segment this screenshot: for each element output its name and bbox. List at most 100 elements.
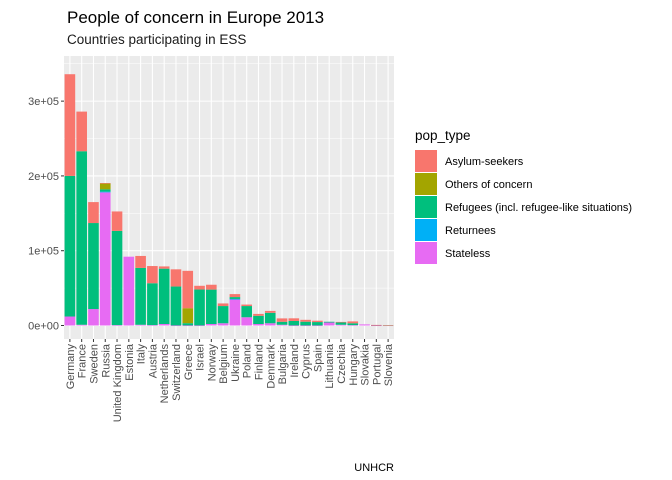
legend-label: Returnees [445, 225, 496, 237]
bar-segment-austria-refugees [147, 283, 158, 326]
bar-segment-ireland-asylum-seekers [288, 318, 300, 321]
bar-segment-israel-stateless [194, 325, 205, 327]
bar-segment-united-kingdom-refugees [111, 230, 123, 326]
bar-segment-israel-refugees [194, 289, 205, 326]
bar-segment-spain-stateless [312, 325, 323, 327]
bar-segment-united-kingdom-asylum-seekers [111, 211, 123, 231]
x-tick-label: Norway [206, 344, 218, 382]
bar-segment-norway-refugees [206, 289, 217, 324]
y-tick-label: 3e+05 [28, 96, 59, 108]
x-tick-label: Spain [312, 344, 324, 372]
bar-segment-france-asylum-seekers [76, 111, 87, 152]
bar-segment-austria-asylum-seekers [147, 266, 158, 284]
x-tick-label: Ireland [289, 344, 301, 378]
x-tick-label: France [77, 344, 89, 378]
bar-segment-france-refugees [76, 151, 87, 325]
bar-segment-switzerland-stateless [170, 325, 182, 327]
bar-segment-hungary-asylum-seekers [347, 321, 359, 324]
bar-segment-france-stateless [76, 324, 87, 326]
bar-segment-russia-others [99, 183, 111, 190]
x-tick-label: Israel [195, 344, 207, 371]
legend-swatch [415, 219, 437, 241]
x-tick-label: Portugal [371, 344, 383, 385]
bar-segment-italy-refugees [135, 267, 146, 325]
bar-segment-hungary-refugees [347, 323, 359, 326]
bar-segment-norway-stateless [206, 324, 217, 326]
bar-segment-bulgaria-asylum-seekers [276, 318, 288, 322]
bar-segment-bulgaria-refugees [276, 321, 288, 325]
bar-segment-greece-stateless [182, 325, 194, 327]
bar-segment-denmark-stateless [264, 323, 276, 326]
bar-segment-italy-asylum-seekers [135, 255, 146, 268]
y-tick-label: 1e+05 [28, 246, 59, 258]
x-tick-label: Austria [147, 343, 159, 378]
legend-swatch [415, 196, 437, 218]
x-tick-label: Bulgaria [277, 343, 289, 384]
bar-segment-russia-returnees [99, 191, 111, 193]
bar-segment-denmark-asylum-seekers [264, 310, 276, 313]
bar-segment-netherlands-stateless [158, 324, 170, 326]
x-tick-label: Germany [65, 344, 77, 390]
bar-segment-cyprus-asylum-seekers [300, 319, 311, 322]
bar-segment-germany-asylum-seekers [64, 74, 76, 176]
bar-segment-greece-refugees [182, 323, 194, 326]
chart-caption: UNHCR [354, 462, 394, 474]
legend-label: Refugees (incl. refugee-like situations) [445, 202, 632, 214]
legend: pop_type Asylum-seekers Others of concern… [415, 128, 632, 264]
bar-segment-poland-asylum-seekers [241, 304, 252, 307]
bar-segment-czechia-stateless [335, 324, 347, 326]
bar-segment-lithuania-refugees [323, 321, 335, 323]
bar-segment-sweden-asylum-seekers [88, 202, 99, 224]
bar-segment-united-kingdom-stateless [111, 325, 123, 326]
bar-segment-estonia-stateless [123, 256, 135, 326]
bar-segment-germany-stateless [64, 316, 76, 326]
bar-segment-netherlands-asylum-seekers [158, 266, 170, 269]
bar-segment-germany-refugees [64, 175, 76, 317]
x-tick-label: Greece [183, 344, 195, 380]
bar-segment-ireland-stateless [288, 325, 300, 327]
bar-segment-belgium-refugees [217, 306, 229, 324]
x-tick-label: United Kingdom [112, 344, 124, 422]
bar-segment-belgium-asylum-seekers [217, 303, 229, 307]
bar-segment-hungary-stateless [347, 325, 359, 326]
bar-segment-poland-stateless [241, 317, 252, 326]
legend-swatch [415, 150, 437, 172]
y-tick-label: 0e+00 [28, 321, 59, 333]
bar-segment-cyprus-stateless [300, 325, 311, 327]
bar-segment-switzerland-refugees [170, 286, 182, 326]
x-tick-label: Czechia [336, 343, 348, 384]
x-tick-label: Cyprus [301, 344, 313, 379]
x-tick-label: Slovenia [383, 343, 395, 386]
x-tick-label: Italy [136, 344, 148, 365]
bar-segment-ukraine-stateless [229, 299, 241, 326]
x-tick-label: Belgium [218, 344, 230, 384]
y-tick-label: 2e+05 [28, 171, 59, 183]
bar-segment-italy-stateless [135, 324, 146, 326]
chart-title: People of concern in Europe 2013 [67, 8, 324, 27]
bar-segment-austria-stateless [147, 325, 158, 326]
bar-segment-ireland-refugees [288, 320, 300, 326]
x-tick-label: Lithuania [324, 343, 336, 389]
bar-segment-finland-asylum-seekers [253, 313, 264, 316]
bar-segment-belgium-stateless [217, 323, 229, 326]
bar-segment-sweden-stateless [88, 309, 99, 326]
bar-segment-lithuania-stateless [323, 322, 335, 326]
x-axis: Germany France Sweden Russia United Kingdom E… [65, 339, 395, 422]
x-tick-label: Sweden [88, 344, 100, 384]
legend-swatch [415, 173, 437, 195]
bar-segment-ukraine-asylum-seekers [229, 294, 241, 298]
bar-segment-portugal-asylum-seekers [371, 324, 382, 326]
bar-segment-finland-stateless [253, 324, 264, 326]
bar-segment-spain-refugees [312, 322, 323, 326]
bar-segment-czechia-refugees [335, 322, 347, 325]
bar-segment-norway-asylum-seekers [206, 284, 217, 290]
bar-segment-russia-stateless [99, 192, 111, 326]
legend-title: pop_type [415, 128, 471, 143]
bar-segment-israel-asylum-seekers [194, 285, 205, 290]
bar-segment-ukraine-refugees [229, 297, 241, 299]
legend-label: Stateless [445, 248, 491, 260]
bar-segment-spain-asylum-seekers [312, 320, 323, 323]
bar-segment-sweden-refugees [88, 223, 99, 310]
bar-segment-poland-refugees [241, 306, 252, 318]
